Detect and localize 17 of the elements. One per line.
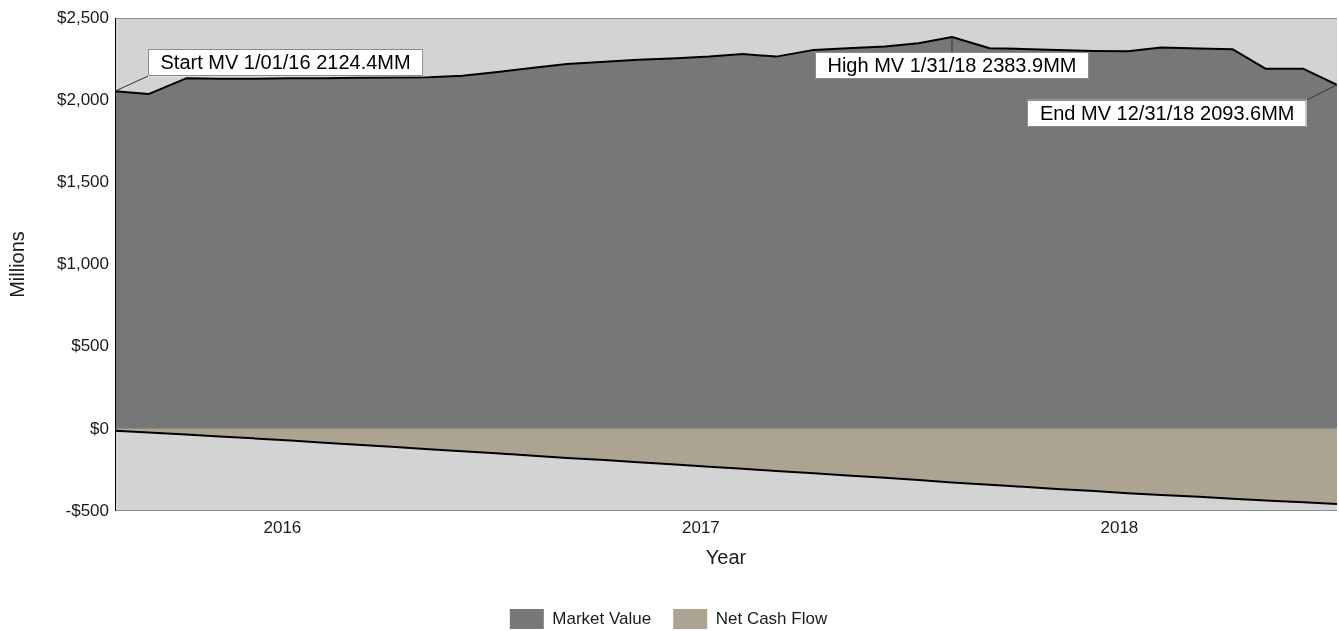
- legend-label: Market Value: [552, 608, 652, 628]
- annotation: End MV 12/31/18 2093.6MM: [1039, 101, 1295, 124]
- y-tick-label: $2,500: [57, 7, 109, 27]
- y-tick-label: $0: [90, 418, 109, 438]
- annotation: High MV 1/31/18 2383.9MM: [827, 54, 1077, 77]
- y-tick-label: $2,000: [57, 89, 109, 109]
- legend-label: Net Cash Flow: [715, 608, 828, 628]
- y-tick-label: $1,000: [57, 254, 109, 274]
- annotation: Start MV 1/01/16 2124.4MM: [160, 51, 411, 74]
- y-tick-label: -$500: [65, 500, 109, 520]
- y-axis-title: Millions: [5, 231, 28, 298]
- x-axis-title: Year: [705, 545, 747, 568]
- y-tick-label: $500: [71, 336, 109, 356]
- x-tick-label: 2018: [1100, 517, 1139, 537]
- y-tick-label: $1,500: [57, 172, 109, 192]
- x-tick-label: 2017: [681, 517, 720, 537]
- x-tick-label: 2016: [263, 517, 302, 537]
